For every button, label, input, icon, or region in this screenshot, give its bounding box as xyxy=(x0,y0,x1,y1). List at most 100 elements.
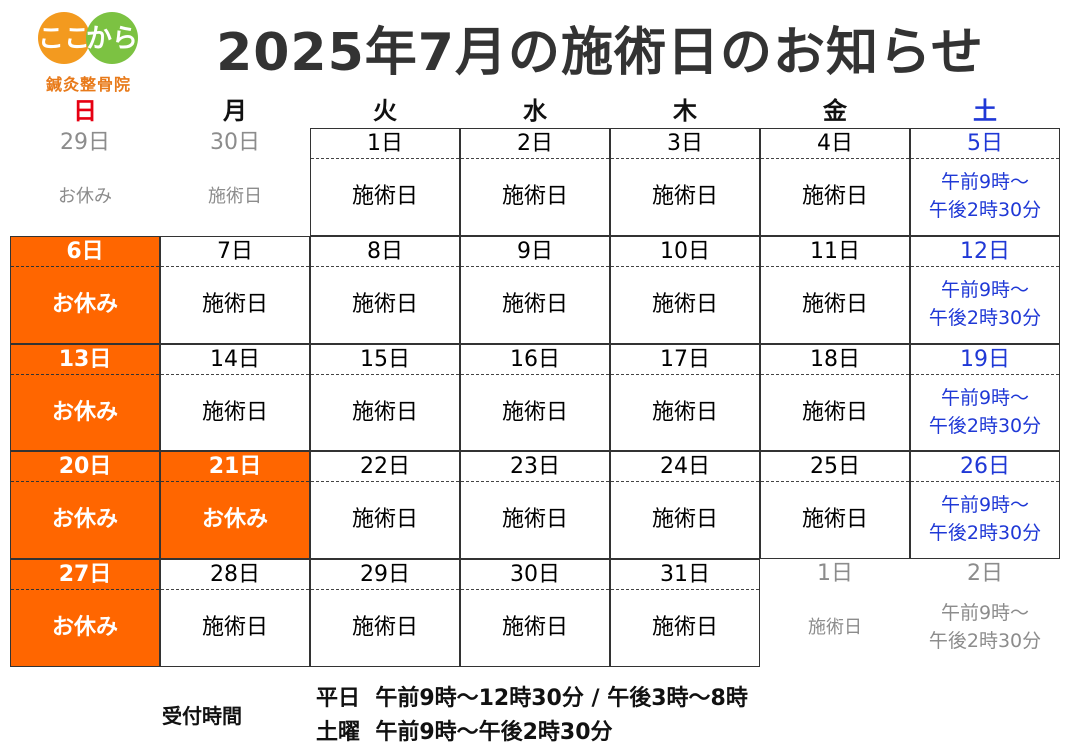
calendar-day: 14日施術日 xyxy=(160,344,310,451)
day-status: 施術日 xyxy=(501,507,568,533)
day-status: 施術日 xyxy=(201,399,268,425)
day-number: 3日 xyxy=(611,129,759,159)
day-status: 施術日 xyxy=(201,615,268,641)
calendar-day: 15日 施術日 xyxy=(310,344,460,451)
day-number: 29日 xyxy=(311,560,459,590)
day-status: お休み xyxy=(51,615,118,641)
day-status: 施術日 xyxy=(351,399,418,425)
day-status: 施術日 xyxy=(808,616,862,638)
calendar-day: 8日施術日 xyxy=(310,236,460,344)
calendar-day: 19日午前9時～ 午後2時30分 xyxy=(910,344,1060,451)
calendar-day: 16日施術日 xyxy=(460,344,610,451)
calendar-day: 30日施術日 xyxy=(460,559,610,667)
day-number: 1日 xyxy=(311,129,459,159)
calendar-day: 9日 施術日 xyxy=(460,236,610,344)
calendar-day: 27日お休み xyxy=(10,559,160,667)
day-status: 施術日 xyxy=(351,184,418,210)
logo-subtitle: 鍼灸整骨院 xyxy=(46,75,132,94)
calendar-day: 18日施術日 xyxy=(760,344,910,451)
day-status: 施術日 xyxy=(651,184,718,210)
logo-text-a: ここ xyxy=(38,24,90,54)
hours-saturday: 土曜 午前9時～午後2時30分 xyxy=(316,720,613,745)
day-number: 10日 xyxy=(611,237,759,267)
calendar-day: 13日 お休み xyxy=(10,344,160,451)
day-number: 2日 xyxy=(461,129,609,159)
day-number: 19日 xyxy=(911,345,1059,375)
calendar-day: 26日 午前9時～ 午後2時30分 xyxy=(910,451,1060,559)
day-number: 4日 xyxy=(761,129,909,159)
day-number: 8日 xyxy=(311,237,459,267)
calendar-day: 31日施術日 xyxy=(610,559,760,667)
weekday-5: 金 xyxy=(823,97,847,125)
clinic-logo: ここ から 鍼灸整骨院 xyxy=(34,10,154,94)
calendar-day: 1日施術日 xyxy=(760,559,910,667)
calendar-day: 4日施術日 xyxy=(760,128,910,236)
day-number: 14日 xyxy=(161,345,309,375)
calendar-day: 7日施術日 xyxy=(160,236,310,344)
day-number: 11日 xyxy=(761,237,909,267)
calendar-day: 21日お休み xyxy=(160,451,310,559)
day-number: 20日 xyxy=(11,452,159,482)
day-status: 午前9時～ 午後2時30分 xyxy=(928,279,1042,329)
day-status: 施術日 xyxy=(801,399,868,425)
day-status: 施術日 xyxy=(651,292,718,318)
day-number: 25日 xyxy=(761,452,909,482)
calendar-day: 5日 午前9時～ 午後2時30分 xyxy=(910,128,1060,236)
calendar-day: 24日施術日 xyxy=(610,451,760,559)
day-status: 施術日 xyxy=(801,292,868,318)
calendar-day: 30日 施術日 xyxy=(160,128,310,236)
weekday-2: 火 xyxy=(373,97,397,125)
page-title: 2025年7月の施術日のお知らせ xyxy=(216,23,984,83)
day-status: 午前9時～ 午後2時30分 xyxy=(928,386,1042,437)
calendar-day: 29日お休み xyxy=(10,128,160,236)
logo-text-b: から xyxy=(86,24,138,54)
day-status: 施術日 xyxy=(501,615,568,641)
weekday-0: 日 xyxy=(73,97,97,125)
weekday-6: 土 xyxy=(973,97,997,125)
day-number: 24日 xyxy=(611,452,759,482)
calendar-day: 17日施術日 xyxy=(610,344,760,451)
day-number: 21日 xyxy=(161,452,309,482)
day-number: 17日 xyxy=(611,345,759,375)
day-status: 施術日 xyxy=(651,507,718,533)
day-number: 2日 xyxy=(967,561,1003,586)
day-number: 30日 xyxy=(461,560,609,590)
calendar-day: 3日施術日 xyxy=(610,128,760,236)
day-status: 施術日 xyxy=(801,507,868,533)
day-number: 1日 xyxy=(817,561,853,586)
day-status: 施術日 xyxy=(351,507,418,533)
day-number: 31日 xyxy=(611,560,759,590)
calendar-day: 29日施術日 xyxy=(310,559,460,667)
day-number: 29日 xyxy=(60,130,110,155)
calendar-day: 2日 施術日 xyxy=(460,128,610,236)
day-status: 施術日 xyxy=(801,184,868,210)
calendar-day: 28日 施術日 xyxy=(160,559,310,667)
day-number: 13日 xyxy=(11,345,159,375)
day-status: お休み xyxy=(51,292,118,318)
day-number: 5日 xyxy=(911,129,1059,159)
day-number: 27日 xyxy=(11,560,159,590)
day-status: 施術日 xyxy=(651,399,718,425)
calendar-day: 20日 お休み xyxy=(10,451,160,559)
calendar-day: 11日施術日 xyxy=(760,236,910,344)
hours-label: 受付時間 xyxy=(162,704,242,728)
day-status: 施術日 xyxy=(351,615,418,641)
calendar-day: 1日施術日 xyxy=(310,128,460,236)
day-number: 16日 xyxy=(461,345,609,375)
day-number: 6日 xyxy=(11,237,159,267)
day-status: お休み xyxy=(201,507,268,533)
day-status: 施術日 xyxy=(201,292,268,318)
day-number: 7日 xyxy=(161,237,309,267)
day-status: 施術日 xyxy=(501,399,568,425)
day-status: 午前9時～ 午後2時30分 xyxy=(928,602,1042,652)
day-status: 施術日 xyxy=(351,292,418,318)
calendar-day: 6日お休み xyxy=(10,236,160,344)
day-status: 施術日 xyxy=(651,615,718,641)
day-number: 18日 xyxy=(761,345,909,375)
calendar-day: 2日午前9時～ 午後2時30分 xyxy=(910,559,1060,667)
day-status: お休み xyxy=(58,185,112,207)
weekday-1: 月 xyxy=(223,97,247,125)
calendar-day: 23日施術日 xyxy=(460,451,610,559)
day-number: 23日 xyxy=(461,452,609,482)
weekday-3: 水 xyxy=(523,97,547,125)
